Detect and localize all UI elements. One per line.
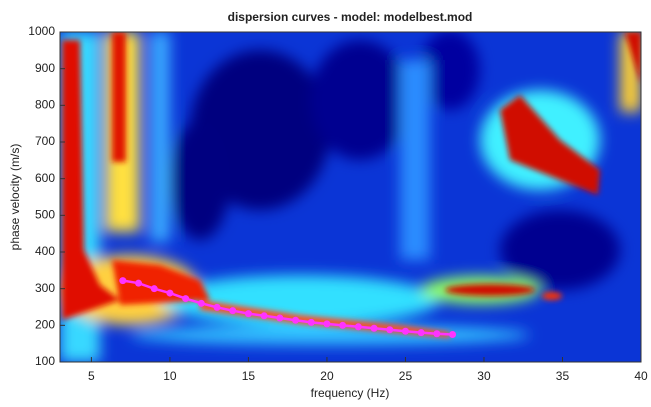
curve-point — [150, 285, 158, 293]
curve — [122, 279, 453, 336]
x-tick-label: 30 — [477, 369, 491, 383]
curve-point — [166, 289, 174, 297]
curve-point — [354, 323, 362, 331]
curve-point — [292, 316, 300, 324]
curve-point — [417, 329, 425, 337]
curve-point — [386, 326, 394, 334]
curve-point — [197, 299, 205, 307]
curve-point — [213, 303, 221, 311]
y-tick-label: 200 — [35, 318, 55, 332]
curve-point — [276, 314, 284, 322]
x-tick-label: 35 — [556, 369, 570, 383]
curve-point — [260, 312, 268, 320]
curve-point — [307, 318, 315, 326]
curve-point — [433, 330, 441, 338]
curve-point — [244, 310, 252, 318]
curve-point — [119, 277, 127, 285]
x-tick-label: 10 — [163, 369, 177, 383]
curve-point — [449, 331, 457, 338]
x-tick-label: 5 — [88, 369, 95, 383]
curve-point — [229, 307, 237, 315]
y-tick-label: 600 — [35, 171, 55, 185]
y-axis-label: phase velocity (m/s) — [8, 144, 22, 251]
y-tick-label: 900 — [35, 61, 55, 75]
y-tick-label: 500 — [35, 208, 55, 222]
chart-title: dispersion curves - model: modelbest.mod — [228, 10, 473, 24]
y-tick-label: 100 — [35, 354, 55, 368]
x-axis-label: frequency (Hz) — [311, 386, 390, 400]
x-tick-label: 40 — [634, 369, 648, 383]
curve-point — [370, 324, 378, 332]
plot-frame — [59, 31, 642, 363]
y-tick-label: 300 — [35, 281, 55, 295]
x-tick-label: 20 — [320, 369, 334, 383]
y-tick-label: 400 — [35, 244, 55, 258]
x-tick-label: 25 — [399, 369, 413, 383]
x-tick-label: 15 — [242, 369, 256, 383]
curve-point — [135, 279, 143, 287]
heatmap — [60, 32, 641, 362]
curve-point — [401, 327, 409, 335]
curve-point — [339, 321, 347, 329]
y-tick-label: 1000 — [28, 24, 55, 38]
curve-point — [323, 320, 331, 328]
y-tick-label: 700 — [35, 134, 55, 148]
curve-point — [182, 295, 190, 303]
y-tick-label: 800 — [35, 98, 55, 112]
